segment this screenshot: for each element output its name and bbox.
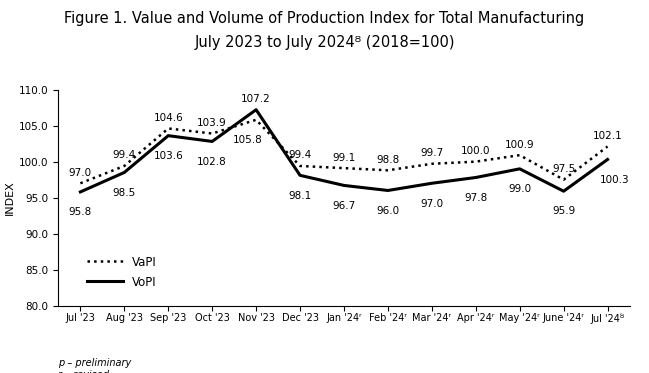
Text: 96.7: 96.7: [332, 201, 356, 211]
Text: 102.8: 102.8: [197, 157, 227, 167]
Text: 97.0: 97.0: [69, 168, 92, 178]
Text: 103.6: 103.6: [153, 151, 183, 161]
Text: 97.0: 97.0: [421, 198, 443, 209]
Text: 98.8: 98.8: [376, 155, 400, 165]
Text: 97.5: 97.5: [552, 164, 575, 174]
Legend: VaPI, VoPI: VaPI, VoPI: [87, 256, 157, 289]
Text: 103.9: 103.9: [197, 118, 227, 128]
Text: 100.3: 100.3: [600, 175, 630, 185]
Text: 95.8: 95.8: [69, 207, 92, 217]
Y-axis label: INDEX: INDEX: [5, 180, 15, 215]
Text: 104.6: 104.6: [153, 113, 183, 123]
Text: 99.4: 99.4: [113, 150, 136, 160]
Text: 102.1: 102.1: [593, 131, 622, 141]
Text: July 2023 to July 2024ᴽ (2018=100): July 2023 to July 2024ᴽ (2018=100): [194, 35, 455, 50]
Text: 99.0: 99.0: [508, 184, 532, 194]
Text: 100.9: 100.9: [505, 140, 535, 150]
Text: p – preliminary
r – revised
Source: Philippine Statistics Authority: p – preliminary r – revised Source: Phil…: [58, 358, 243, 373]
Text: 107.2: 107.2: [241, 94, 271, 104]
Text: 95.9: 95.9: [552, 207, 575, 216]
Text: Figure 1. Value and Volume of Production Index for Total Manufacturing: Figure 1. Value and Volume of Production…: [64, 11, 585, 26]
Text: 99.7: 99.7: [420, 148, 443, 158]
Text: 96.0: 96.0: [376, 206, 400, 216]
Text: 105.8: 105.8: [233, 135, 263, 145]
Text: 98.5: 98.5: [113, 188, 136, 198]
Text: 99.1: 99.1: [332, 153, 356, 163]
Text: 100.0: 100.0: [461, 146, 491, 156]
Text: 98.1: 98.1: [288, 191, 312, 201]
Text: 97.8: 97.8: [464, 193, 487, 203]
Text: 99.4: 99.4: [288, 150, 312, 160]
